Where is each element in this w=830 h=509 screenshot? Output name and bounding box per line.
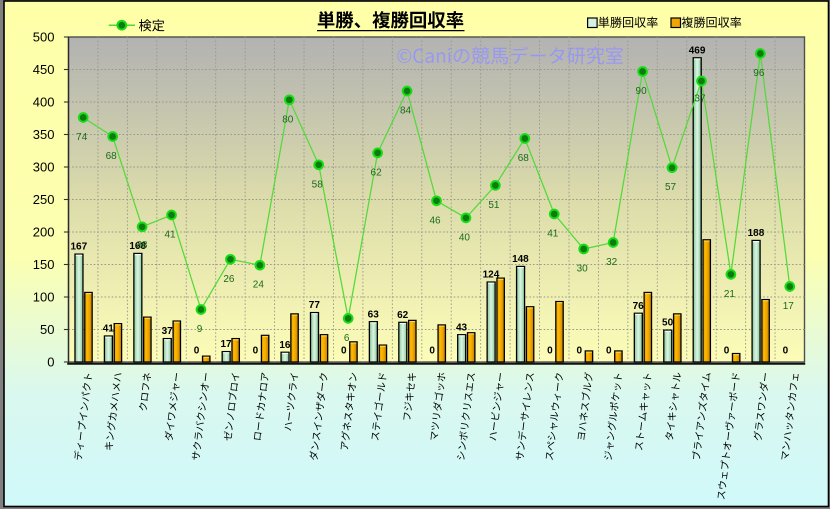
svg-text:148: 148 xyxy=(512,254,529,265)
svg-text:17: 17 xyxy=(783,301,795,312)
svg-text:24: 24 xyxy=(253,280,265,291)
svg-text:76: 76 xyxy=(633,301,645,312)
svg-text:41: 41 xyxy=(547,229,559,240)
svg-text:0: 0 xyxy=(429,345,435,356)
svg-text:0: 0 xyxy=(194,345,200,356)
svg-text:6: 6 xyxy=(344,333,350,344)
svg-text:150: 150 xyxy=(33,257,55,272)
svg-text:188: 188 xyxy=(748,228,765,239)
svg-text:37: 37 xyxy=(694,94,706,105)
svg-text:300: 300 xyxy=(33,160,55,175)
svg-text:41: 41 xyxy=(103,324,115,335)
svg-text:68: 68 xyxy=(518,153,530,164)
svg-text:0: 0 xyxy=(724,345,730,356)
svg-text:62: 62 xyxy=(397,310,409,321)
svg-text:38: 38 xyxy=(136,240,148,251)
svg-text:51: 51 xyxy=(488,200,500,211)
svg-text:90: 90 xyxy=(636,86,648,97)
svg-text:84: 84 xyxy=(400,106,412,117)
svg-text:0: 0 xyxy=(253,345,259,356)
svg-text:57: 57 xyxy=(665,182,677,193)
svg-text:37: 37 xyxy=(162,326,174,337)
svg-text:0: 0 xyxy=(606,345,612,356)
svg-text:43: 43 xyxy=(456,322,468,333)
svg-text:77: 77 xyxy=(309,300,321,311)
svg-text:63: 63 xyxy=(368,309,380,320)
svg-text:350: 350 xyxy=(33,127,55,142)
svg-text:46: 46 xyxy=(429,215,441,226)
svg-text:0: 0 xyxy=(341,345,347,356)
svg-text:200: 200 xyxy=(33,225,55,240)
svg-text:450: 450 xyxy=(33,62,55,77)
svg-text:58: 58 xyxy=(312,179,324,190)
svg-text:0: 0 xyxy=(783,345,789,356)
svg-text:400: 400 xyxy=(33,95,55,110)
svg-text:68: 68 xyxy=(106,151,118,162)
svg-text:0: 0 xyxy=(577,345,583,356)
svg-text:9: 9 xyxy=(197,324,203,335)
svg-text:50: 50 xyxy=(662,318,674,329)
svg-text:16: 16 xyxy=(279,340,291,351)
svg-text:124: 124 xyxy=(483,270,500,281)
svg-text:167: 167 xyxy=(70,242,87,253)
svg-text:26: 26 xyxy=(223,274,235,285)
svg-text:250: 250 xyxy=(33,192,55,207)
svg-text:17: 17 xyxy=(220,339,232,350)
svg-text:40: 40 xyxy=(459,232,471,243)
svg-text:80: 80 xyxy=(282,114,294,125)
svg-text:0: 0 xyxy=(547,345,553,356)
svg-text:41: 41 xyxy=(164,230,176,241)
svg-text:168: 168 xyxy=(129,241,146,252)
svg-text:0: 0 xyxy=(47,355,54,370)
svg-text:74: 74 xyxy=(76,132,88,143)
svg-text:62: 62 xyxy=(371,167,383,178)
svg-text:469: 469 xyxy=(689,45,706,56)
svg-text:100: 100 xyxy=(33,290,55,305)
svg-text:32: 32 xyxy=(606,257,618,268)
svg-text:96: 96 xyxy=(753,68,765,79)
svg-text:500: 500 xyxy=(33,30,55,45)
svg-text:21: 21 xyxy=(724,289,736,300)
svg-text:50: 50 xyxy=(40,322,54,337)
svg-text:30: 30 xyxy=(577,264,589,275)
